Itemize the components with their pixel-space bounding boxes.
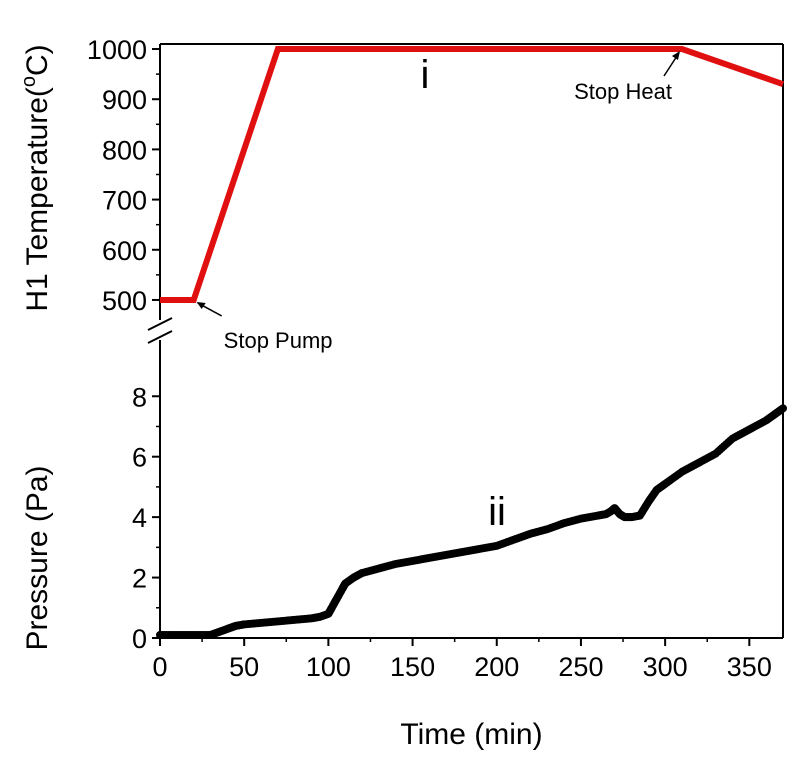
y-label-part: H1 Temperature( [21,87,54,312]
temperature-panel: 500 600 700 800 900 1000 Stop Pump Stop Heat i [87,35,784,353]
x-tick-label: 200 [474,652,519,682]
y-tick-label-pressure: 2 [132,564,147,594]
y-tick-label-temperature: 600 [102,236,147,266]
x-axis: 0 50 100 150 200 250 300 350 [152,638,772,682]
y-tick-label-temperature: 1000 [87,35,147,65]
y-tick-label-pressure: 4 [132,503,147,533]
panel-marker-ii: ii [488,490,506,534]
y-tick-label-pressure: 8 [132,382,147,412]
x-axis-label: Time (min) [400,718,542,751]
axis-break-mark [147,330,173,344]
y-tick-label-temperature: 700 [102,186,147,216]
y-label-superscript: o [18,76,40,87]
y-tick-label-temperature: 800 [102,135,147,165]
axis-break-mark [147,317,173,331]
x-tick-label: 150 [390,652,435,682]
stop-heat-arrowhead [671,51,680,61]
x-tick-label: 0 [152,652,167,682]
y-axis-label-temperature: H1 Temperature(oC) [18,44,54,311]
panel-marker-i: i [421,53,430,97]
temperature-series-line [160,46,784,303]
pressure-series-line [160,406,785,638]
stop-pump-arrowhead [196,301,206,309]
y-tick-label-pressure: 0 [132,624,147,654]
pressure-panel: 0 2 4 6 8 ii [132,382,787,654]
axis-labels: Time (min) H1 Temperature(oC) Pressure (Pa… [18,44,543,751]
x-tick-label: 250 [558,652,603,682]
x-tick-label: 50 [229,652,259,682]
y-axis-label-pressure: Pressure (Pa) [21,465,54,650]
annotation-stop-heat: Stop Heat [574,79,672,104]
y-tick-label-pressure: 6 [132,443,147,473]
annotation-stop-pump: Stop Pump [224,328,333,353]
plot-frame [147,43,784,639]
y-tick-label-temperature: 900 [102,85,147,115]
y-tick-label-temperature: 500 [102,286,147,316]
x-tick-label: 300 [643,652,688,682]
x-tick-label: 100 [306,652,351,682]
y-label-part: C) [21,44,54,76]
pressure-data-point [779,404,787,413]
x-tick-label: 350 [727,652,772,682]
